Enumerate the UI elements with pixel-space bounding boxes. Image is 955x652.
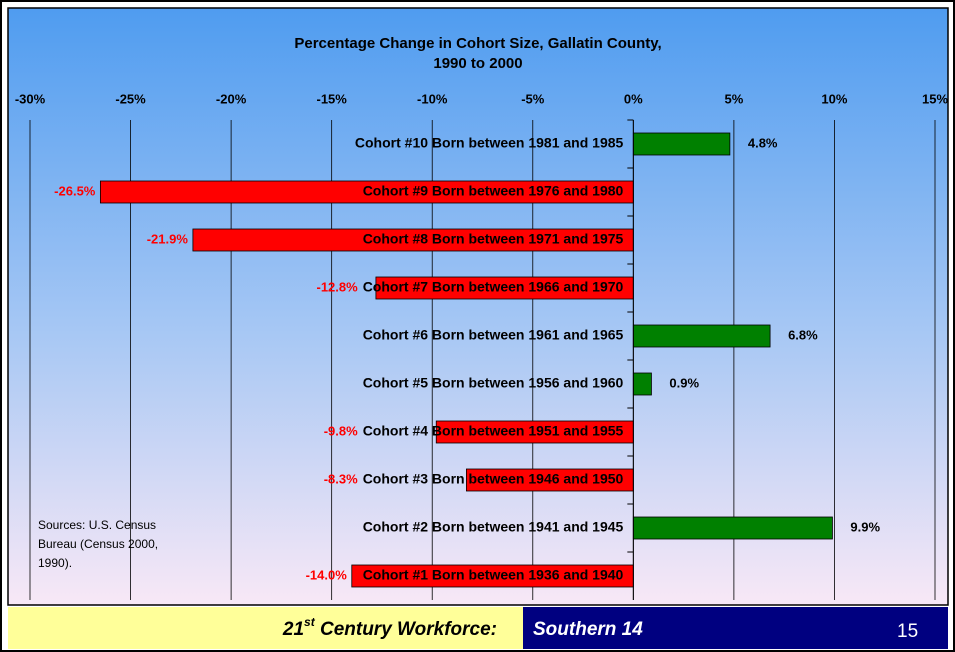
footer-right-bg	[523, 607, 948, 649]
source-note: Bureau (Census 2000,	[38, 537, 158, 551]
category-label: Cohort #2 Born between 1941 and 1945	[363, 519, 624, 535]
bar	[632, 372, 652, 396]
chart-title: 1990 to 2000	[433, 55, 522, 72]
x-tick-label: 10%	[821, 91, 847, 106]
value-label: 4.8%	[748, 135, 778, 150]
plot: -30% -25% -20% -15% -10% -5% 0% 5% 10% 15% Cohort …	[15, 91, 948, 600]
category-label: Cohort #3 Born between 1946 and 1950	[363, 471, 624, 487]
x-tick-label: 5%	[724, 91, 743, 106]
footer-superscript: st	[304, 615, 316, 629]
footer-right: Southern 14	[533, 619, 643, 640]
category-label: Cohort #4 Born between 1951 and 1955	[363, 423, 624, 439]
x-tick-label: -5%	[521, 91, 545, 106]
value-label: -26.5%	[54, 183, 96, 198]
x-tick-label: -20%	[216, 91, 247, 106]
category-label: Cohort #7 Born between 1966 and 1970	[363, 279, 624, 295]
x-tick-label: 0%	[624, 91, 643, 106]
value-label: 9.9%	[850, 519, 880, 534]
page-number: 15	[897, 621, 918, 642]
value-label: 0.9%	[669, 375, 699, 390]
value-label: -8.3%	[324, 471, 358, 486]
value-label: -14.0%	[306, 567, 348, 582]
footer-number: 21	[282, 619, 304, 640]
x-tick-label: -10%	[417, 91, 448, 106]
value-label: -12.8%	[316, 279, 358, 294]
x-tick-label: -25%	[115, 91, 146, 106]
x-tick-label: 15%	[922, 91, 948, 106]
source-note: Sources: U.S. Census	[38, 518, 156, 532]
category-label: Cohort #8 Born between 1971 and 1975	[363, 231, 624, 247]
category-label: Cohort #5 Born between 1956 and 1960	[363, 375, 624, 391]
value-label: -21.9%	[147, 231, 189, 246]
bar	[632, 324, 771, 348]
source-note: 1990).	[38, 556, 72, 570]
footer-rest: Century Workforce:	[315, 619, 497, 640]
chart-title: Percentage Change in Cohort Size, Gallat…	[294, 35, 661, 52]
footer-left: 21st Century Workforce:	[282, 615, 497, 640]
bar	[632, 132, 731, 156]
x-tick-label: -15%	[316, 91, 347, 106]
x-tick-label: -30%	[15, 91, 46, 106]
chart-area	[7, 7, 949, 606]
value-label: -9.8%	[324, 423, 358, 438]
bar	[632, 516, 833, 540]
category-label: Cohort #1 Born between 1936 and 1940	[363, 567, 624, 583]
category-label: Cohort #10 Born between 1981 and 1985	[355, 135, 624, 151]
category-label: Cohort #9 Born between 1976 and 1980	[363, 183, 624, 199]
category-label: Cohort #6 Born between 1961 and 1965	[363, 327, 624, 343]
value-label: 6.8%	[788, 327, 818, 342]
footer-left-bg	[8, 607, 523, 649]
